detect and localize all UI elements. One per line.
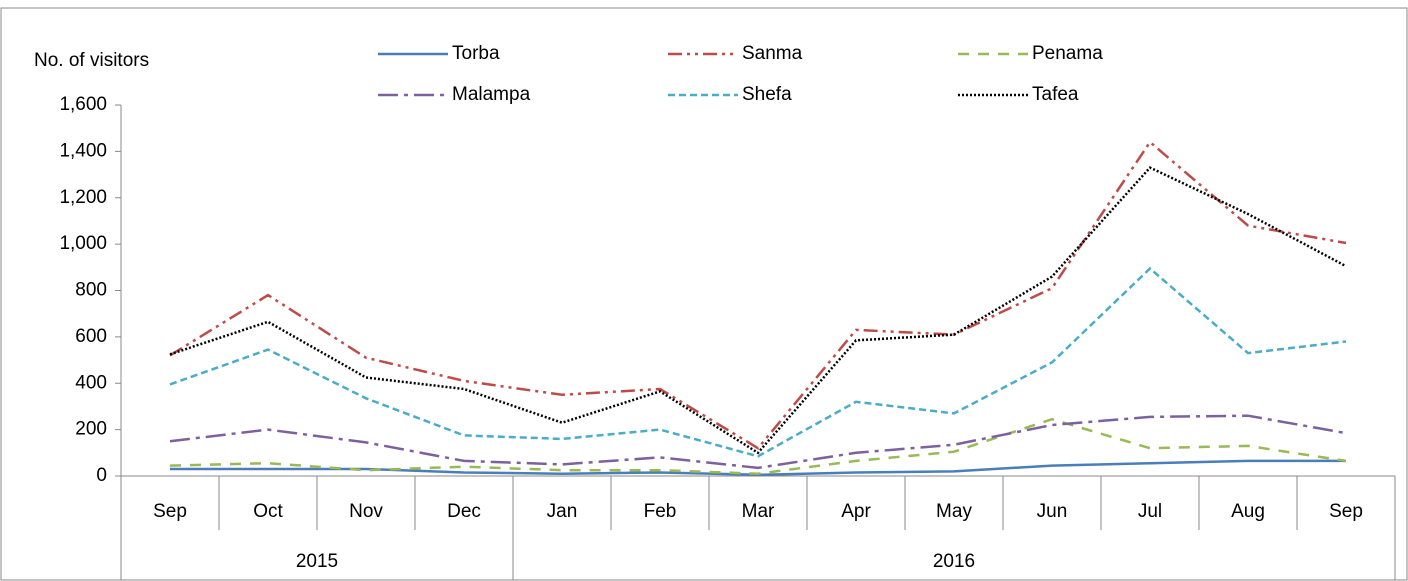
x-tick-label: Sep	[1329, 501, 1363, 522]
x-tick-label: Feb	[644, 501, 677, 522]
x-tick-label: Sep	[153, 501, 187, 522]
year-label: 2016	[933, 551, 975, 572]
y-tick-label: 200	[75, 419, 107, 440]
x-tick-label: Apr	[841, 501, 871, 522]
series-line	[169, 266, 1347, 458]
year-label: 2015	[296, 551, 338, 572]
legend-label: Sanma	[742, 43, 803, 64]
x-tick-label: Jun	[1037, 501, 1068, 522]
legend-label: Torba	[452, 43, 500, 64]
x-tick-label: Nov	[349, 501, 383, 522]
y-tick-label: 1,600	[59, 94, 107, 115]
x-tick-label: May	[936, 501, 972, 522]
series-line	[169, 140, 1347, 450]
legend-label: Shefa	[742, 84, 792, 105]
legend-label: Malampa	[452, 84, 531, 105]
x-tick-label: Jan	[547, 501, 578, 522]
series-line	[169, 417, 1347, 475]
y-tick-label: 600	[75, 326, 107, 347]
x-tick-label: Aug	[1231, 501, 1265, 522]
x-tick-label: Dec	[447, 501, 481, 522]
y-tick-label: 1,400	[59, 140, 107, 161]
x-tick-label: Oct	[253, 501, 283, 522]
series-line	[169, 414, 1347, 470]
chart-border	[0, 7, 1408, 581]
series-line	[169, 166, 1347, 455]
x-tick-label: Mar	[742, 501, 775, 522]
legend-label: Penama	[1032, 43, 1103, 64]
y-tick-label: 400	[75, 372, 107, 393]
x-tick-label: Jul	[1138, 501, 1162, 522]
y-tick-label: 800	[75, 280, 107, 301]
legend-label: Tafea	[1032, 84, 1079, 105]
y-tick-label: 0	[96, 465, 107, 486]
y-axis-label: No. of visitors	[34, 50, 149, 71]
y-tick-label: 1,000	[59, 233, 107, 254]
y-tick-label: 1,200	[59, 187, 107, 208]
